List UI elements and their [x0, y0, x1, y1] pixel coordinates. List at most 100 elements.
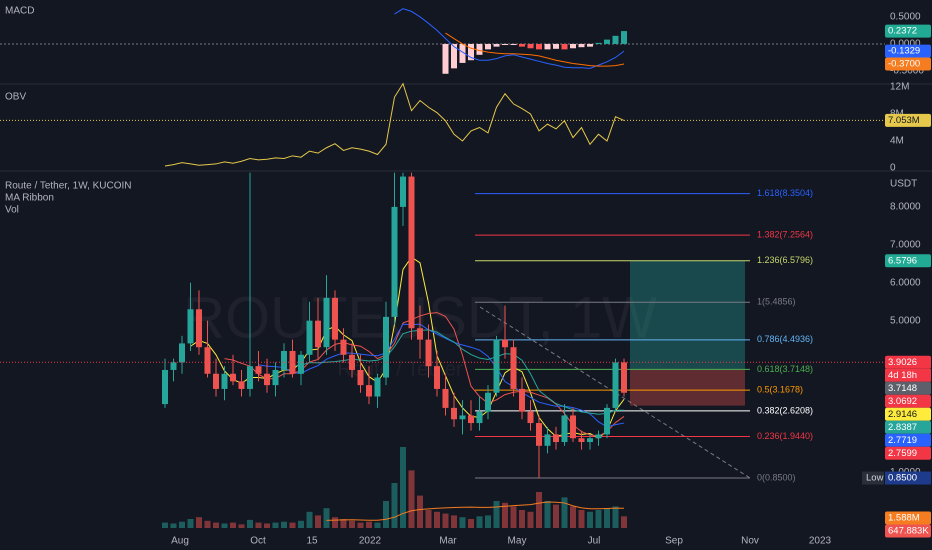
y-tick-label: 12M — [890, 82, 909, 93]
indicator-name: MA Ribbon — [5, 193, 54, 204]
candle-body — [578, 438, 585, 443]
price-tag — [885, 355, 931, 369]
low-label: Low — [866, 473, 884, 484]
price-tag — [885, 381, 931, 395]
x-tick-label: 15 — [306, 536, 318, 547]
candle-body — [298, 354, 304, 374]
volume-bar — [459, 517, 466, 528]
y-tick-label: 0.5000 — [890, 11, 921, 22]
macd-histogram — [544, 43, 551, 50]
volume-bar — [417, 495, 423, 528]
volume-bar — [612, 506, 619, 528]
volume-bar — [366, 521, 372, 528]
candle-body — [519, 388, 525, 412]
volume-bar — [578, 510, 585, 528]
macd-line — [394, 8, 625, 69]
volume-bar — [289, 522, 296, 528]
candle-body — [357, 369, 364, 386]
candle-body — [536, 423, 542, 446]
volume-bar — [408, 470, 415, 528]
candle-body — [451, 407, 457, 420]
volume-bar — [485, 515, 491, 528]
candle-body — [264, 373, 270, 386]
countdown-bg — [885, 368, 931, 382]
volume-bar — [527, 511, 534, 528]
low-badge — [862, 471, 884, 485]
fib-label: 1.236(6.5796) — [757, 255, 813, 265]
price-tag — [885, 44, 931, 58]
fib-label: 0(0.8500) — [757, 472, 796, 482]
volume-bar — [595, 510, 602, 528]
volume-bar — [196, 517, 202, 528]
fib-label: 1.618(8.3504) — [757, 188, 813, 198]
candle-body — [255, 366, 262, 374]
indicator-name: Vol — [5, 205, 19, 216]
macd-title: MACD — [5, 6, 34, 17]
volume-bar — [544, 501, 551, 528]
ma-ribbon-line — [292, 329, 624, 415]
candle-body — [213, 373, 219, 389]
y-tick-label: 6.0000 — [890, 277, 921, 288]
volume-bar — [204, 520, 211, 528]
volume-bar — [519, 510, 525, 528]
price-tag — [885, 433, 931, 447]
symbol-title: Route / Tether, 1W, KUCOIN — [5, 181, 132, 192]
x-tick-label: Nov — [741, 536, 759, 547]
volume-bar — [179, 521, 185, 528]
candle-body — [196, 309, 202, 348]
price-tag-label: -0.3700 — [888, 59, 920, 70]
macd-histogram — [604, 39, 610, 44]
macd-histogram — [527, 43, 534, 49]
macd-histogram — [451, 43, 457, 69]
candle-body — [408, 176, 415, 329]
price-tag — [885, 394, 931, 408]
macd-histogram — [621, 31, 627, 44]
x-tick-label: Oct — [250, 536, 266, 547]
candle-body — [383, 316, 389, 378]
macd-histogram — [476, 43, 483, 55]
candle-body — [561, 415, 568, 443]
candle-body — [485, 392, 491, 412]
volume-bar — [230, 522, 236, 528]
volume-bar — [400, 447, 406, 528]
price-tag — [885, 254, 931, 268]
volume-bar — [213, 522, 219, 528]
volume-bar — [425, 510, 432, 528]
candle-body — [604, 407, 610, 435]
volume-bar — [315, 515, 321, 528]
y-tick-label: 0 — [890, 163, 896, 174]
volume-bar — [451, 515, 457, 528]
target-zone — [630, 260, 745, 370]
volume-bar — [357, 522, 364, 528]
price-tag — [885, 511, 931, 525]
macd-histogram — [459, 43, 466, 63]
price-tag — [885, 524, 931, 538]
currency-label: USDT — [890, 179, 917, 190]
volume-bar — [162, 522, 168, 528]
volume-bar — [298, 520, 304, 528]
x-tick-label: 2023 — [809, 536, 832, 547]
volume-bar — [272, 522, 279, 528]
candle-body — [459, 415, 466, 420]
x-tick-label: Jul — [588, 536, 601, 547]
price-tag-label: 6.5796 — [888, 255, 917, 266]
volume-bar — [493, 501, 500, 528]
volume-bar — [570, 506, 576, 528]
x-tick-label: 2022 — [359, 536, 382, 547]
volume-bar — [434, 511, 440, 528]
price-tag-label: 3.7148 — [888, 383, 917, 394]
y-tick-label: 7.0000 — [890, 239, 921, 250]
price-tag-label: 3.0692 — [888, 396, 917, 407]
price-tag — [885, 420, 931, 434]
volume-bar — [247, 519, 253, 528]
macd-histogram — [485, 43, 491, 50]
y-tick-label: 4M — [890, 136, 904, 147]
low-value: 0.8500 — [888, 473, 917, 484]
price-tag-label: 647.883K — [888, 526, 929, 537]
price-tag-label: 7.053M — [888, 115, 920, 126]
trend-line — [479, 306, 751, 479]
volume-bar — [238, 524, 245, 528]
price-tag-label: 2.7599 — [888, 448, 917, 459]
